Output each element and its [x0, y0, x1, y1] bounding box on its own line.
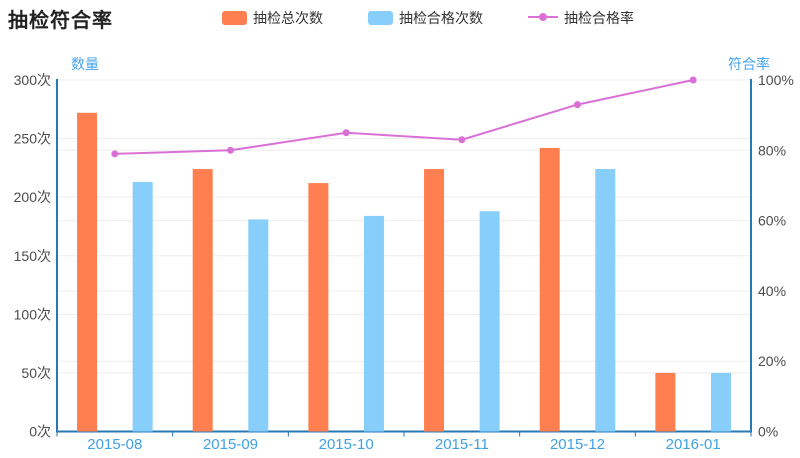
chart-title: 抽检符合率: [8, 10, 113, 32]
bar-pass-2015-09[interactable]: [248, 219, 269, 432]
y-axis-tick-label-right: 100%: [758, 72, 794, 88]
bar-total-2015-08[interactable]: [77, 112, 98, 432]
bar-pass-2015-08[interactable]: [132, 181, 153, 432]
x-axis-category-label: 2015-10: [319, 436, 374, 453]
y-axis-tick-label-left: 300次: [14, 72, 51, 88]
point-rate-2015-12[interactable]: [574, 101, 581, 109]
x-axis-category-label: 2016-01: [666, 436, 721, 453]
bar-pass-2016-01[interactable]: [710, 372, 731, 432]
point-rate-2015-11[interactable]: [458, 136, 466, 144]
legend-item-rate[interactable]: 抽检合格率: [528, 8, 634, 28]
bar-total-2015-11[interactable]: [424, 169, 445, 432]
y-axis-tick-label-right: 60%: [758, 213, 786, 229]
bar-pass-2015-10[interactable]: [363, 215, 384, 432]
y-axis-tick-label-left: 0次: [29, 424, 51, 440]
point-rate-2015-09[interactable]: [227, 146, 234, 154]
y-axis-tick-label-right: 80%: [758, 142, 786, 158]
y-axis-tick-label-left: 200次: [14, 189, 51, 205]
bar-pass-2015-12[interactable]: [595, 169, 616, 432]
point-rate-2015-10[interactable]: [342, 129, 350, 137]
legend-label-rate: 抽检合格率: [564, 10, 634, 26]
y-axis-tick-label-right: 0%: [758, 424, 778, 440]
rate-line: [114, 79, 694, 155]
legend-swatch-total-icon: [222, 11, 247, 25]
y-axis-tick-label-right: 40%: [758, 283, 786, 299]
left-axis-name: 数量: [71, 56, 99, 72]
x-axis-category-label: 2015-08: [87, 436, 142, 453]
y-axis-tick-label-left: 50次: [21, 365, 51, 381]
legend-label-total: 抽检总次数: [253, 10, 323, 26]
legend-rate-line-icon: [528, 9, 558, 27]
legend-item-total[interactable]: 抽检总次数: [222, 8, 323, 28]
y-axis-tick-label-left: 100次: [14, 306, 51, 322]
legend-item-pass[interactable]: 抽检合格次数: [368, 8, 483, 28]
bar-total-2015-09[interactable]: [192, 169, 213, 432]
legend-label-pass: 抽检合格次数: [399, 10, 483, 26]
bar-total-2016-01[interactable]: [655, 372, 676, 432]
y-axis-tick-label-right: 20%: [758, 353, 786, 369]
legend: 抽检总次数 抽检合格次数 抽检合格率: [222, 8, 634, 28]
legend-swatch-pass-icon: [368, 11, 393, 25]
right-axis-name: 符合率: [728, 56, 770, 72]
bar-pass-2015-11[interactable]: [479, 211, 500, 432]
point-rate-2016-01[interactable]: [689, 76, 697, 84]
point-rate-2015-08[interactable]: [111, 150, 119, 158]
bar-total-2015-10[interactable]: [308, 183, 329, 432]
y-axis-tick-label-left: 150次: [14, 248, 51, 264]
x-axis-category-label: 2015-09: [203, 436, 258, 453]
x-axis-category-label: 2015-11: [435, 436, 489, 453]
x-axis-category-label: 2015-12: [550, 436, 605, 453]
y-axis-tick-label-left: 250次: [14, 131, 51, 147]
bar-total-2015-12[interactable]: [539, 147, 560, 432]
